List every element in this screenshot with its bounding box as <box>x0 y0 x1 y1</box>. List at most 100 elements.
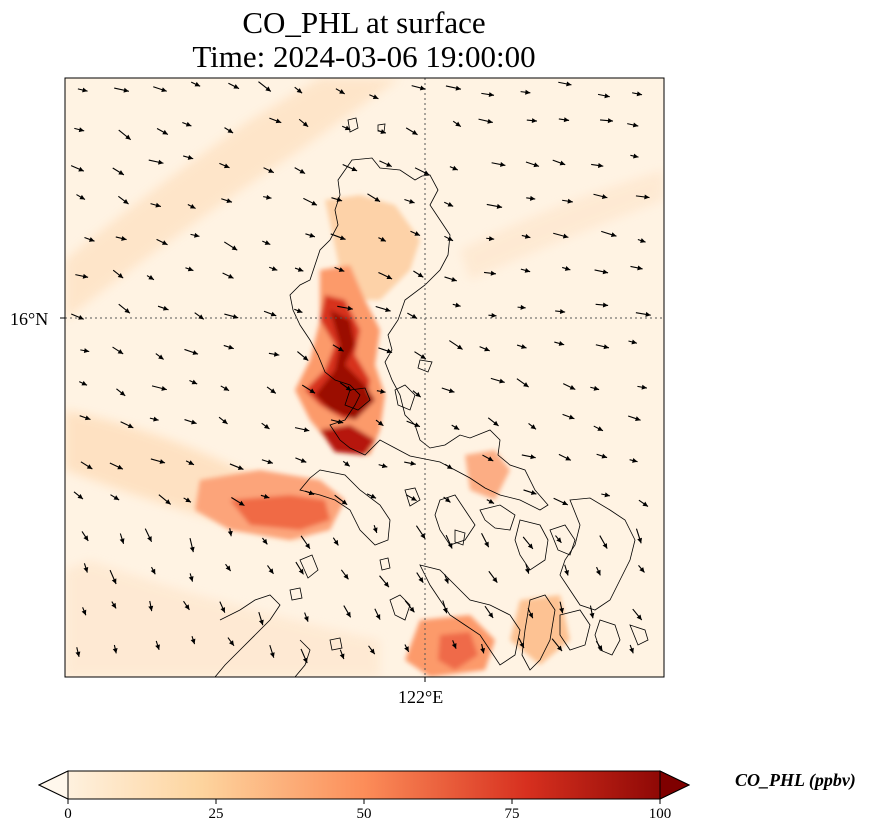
wind-arrow-head <box>309 232 315 238</box>
wind-arrow-head <box>153 416 159 422</box>
wind-arrow-head <box>411 130 418 135</box>
wind-arrow-head <box>305 543 310 549</box>
wind-arrow-head <box>237 465 244 470</box>
wind-arrow-head <box>529 195 536 201</box>
wind-arrow-head <box>309 388 316 394</box>
wind-arrow-head <box>447 202 454 207</box>
wind-arrow-head <box>117 464 123 470</box>
wind-arrow-head <box>632 122 639 128</box>
wind-arrow-head <box>565 455 571 461</box>
wind-arrow-head <box>191 379 198 385</box>
wind-arrow-head <box>453 424 460 430</box>
wind-arrow-head <box>119 390 126 396</box>
wind-arrow-head <box>75 651 81 657</box>
wind-arrow-head <box>185 497 191 503</box>
colorbar-tick-75: 75 <box>504 806 520 822</box>
wind-arrow-head <box>187 266 194 272</box>
wind-arrow-head <box>530 490 537 495</box>
colorbar <box>37 770 691 804</box>
wind-arrow-head <box>161 385 167 391</box>
wind-arrow-head <box>162 129 168 135</box>
wind-arrow-head <box>223 385 230 391</box>
wind-arrow-head <box>299 168 306 174</box>
wind-arrow-head <box>411 313 418 319</box>
wind-arrow-head <box>192 350 199 355</box>
wind-arrow-head <box>381 463 388 469</box>
wind-arrow-head <box>148 275 154 280</box>
wind-arrow-head <box>451 643 457 649</box>
map-title-line1: CO_PHL at surface <box>242 5 486 40</box>
wind-arrow-head <box>447 542 453 549</box>
wind-arrow-head <box>530 424 537 430</box>
wind-arrow-head <box>227 530 233 537</box>
wind-arrow-head <box>493 420 499 426</box>
wind-arrow-head <box>263 423 270 429</box>
wind-arrow-head <box>220 607 226 613</box>
wind-arrow-head <box>117 273 124 279</box>
wind-arrow-head <box>268 568 274 574</box>
wind-arrow-head <box>269 652 275 658</box>
wind-arrow-head <box>488 236 495 242</box>
wind-arrow-head <box>452 165 458 171</box>
wind-arrow-head <box>409 198 415 204</box>
wind-arrow-head <box>642 501 648 507</box>
wind-arrow-head <box>559 160 566 166</box>
wind-arrow-head <box>339 89 345 94</box>
wind-arrow-head <box>418 577 424 583</box>
wind-arrow-head <box>380 236 386 242</box>
wind-arrow-head <box>303 427 310 433</box>
wind-arrow-head <box>339 235 346 241</box>
wind-arrow-head <box>370 493 377 499</box>
wind-arrow-head <box>345 611 351 618</box>
wind-arrow-head <box>521 344 527 349</box>
wind-arrow-head <box>633 153 639 159</box>
wind-arrow-head <box>564 266 571 271</box>
wind-arrow-head <box>369 648 375 655</box>
wind-arrow-head <box>404 646 409 652</box>
wind-arrow-head <box>155 202 161 208</box>
colorbar-tick-50: 50 <box>356 806 372 822</box>
wind-arrow-head <box>559 607 564 614</box>
wind-arrow-head <box>415 392 421 398</box>
wind-arrow-head <box>444 577 449 584</box>
wind-arrow-head <box>266 194 272 200</box>
wind-arrow-head <box>531 118 537 124</box>
wind-arrow-head <box>484 346 490 352</box>
wind-arrow-head <box>81 609 87 616</box>
wind-arrow-head <box>119 538 125 544</box>
wind-arrow-head <box>227 128 234 133</box>
map-frame <box>64 77 665 678</box>
wind-arrow-head <box>419 85 426 91</box>
wind-arrow-head <box>442 607 448 614</box>
wind-arrow-head <box>161 240 168 245</box>
wind-arrow-head <box>386 162 392 167</box>
wind-arrow-head <box>602 302 609 308</box>
wind-arrow-head <box>523 382 529 388</box>
wind-arrow-head <box>636 91 643 97</box>
wind-arrow-head <box>78 127 85 133</box>
wind-arrow-head <box>227 273 234 279</box>
wind-arrow-head <box>191 419 197 425</box>
wind-arrow-head <box>374 196 381 202</box>
wind-arrow-head <box>420 533 426 539</box>
wind-arrow-head <box>82 87 88 93</box>
wind-arrow-head <box>194 81 201 87</box>
wind-arrow-head <box>644 194 650 200</box>
wind-arrow-head <box>297 267 304 272</box>
wind-arrow-head <box>519 642 524 649</box>
wind-arrow-head <box>641 384 647 390</box>
wind-arrow-head <box>530 454 536 460</box>
wind-arrow-head <box>411 496 417 501</box>
wind-arrow-head <box>125 134 131 140</box>
wind-arrow-head <box>637 265 643 271</box>
wind-arrow-head <box>83 567 89 573</box>
wind-arrow-head <box>499 162 506 167</box>
wind-arrow-head <box>338 267 345 272</box>
wind-arrow-head <box>589 612 595 619</box>
wind-arrow-head <box>455 302 461 308</box>
wind-arrow-head <box>447 236 454 241</box>
wind-arrow-head <box>88 237 95 242</box>
wind-arrow-head <box>344 461 350 467</box>
wind-arrow-head <box>595 569 601 576</box>
colorbar-tick-100: 100 <box>648 806 672 822</box>
